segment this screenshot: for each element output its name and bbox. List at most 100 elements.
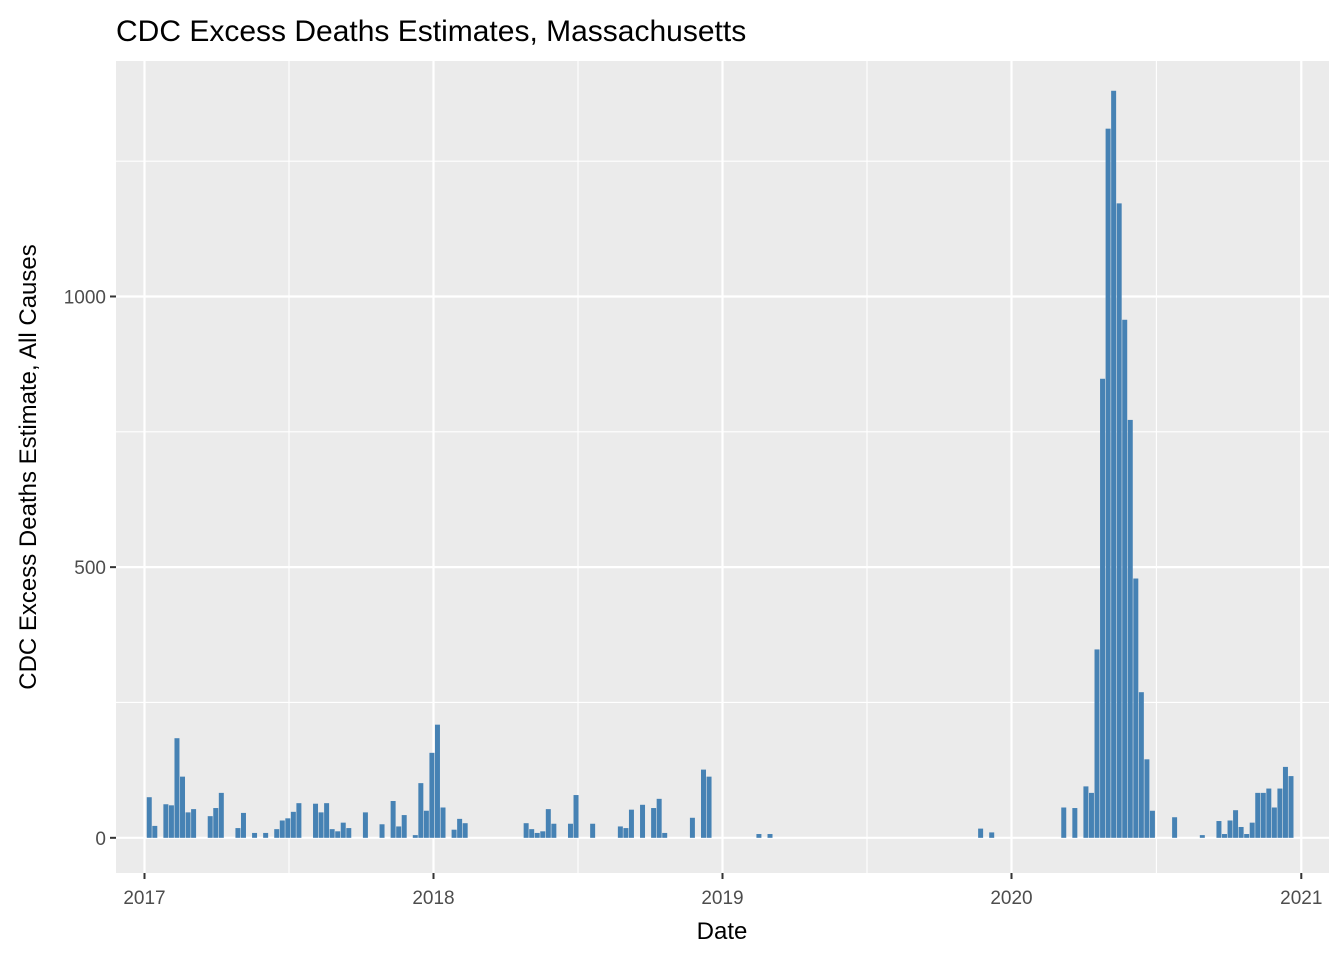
- bar: [1260, 792, 1266, 838]
- bar: [534, 832, 540, 838]
- bar: [423, 810, 429, 838]
- bar: [240, 812, 246, 838]
- chart-title: CDC Excess Deaths Estimates, Massachuset…: [116, 15, 746, 48]
- y-tick-label: 1000: [64, 287, 106, 308]
- bar: [617, 826, 623, 838]
- bar: [290, 811, 296, 838]
- bar: [440, 807, 446, 838]
- bar: [335, 831, 341, 838]
- bar: [218, 792, 224, 838]
- bar: [662, 832, 668, 838]
- bar: [656, 798, 662, 838]
- bar: [235, 828, 241, 838]
- bar: [590, 823, 596, 838]
- bar: [1111, 90, 1117, 838]
- bar: [1072, 808, 1078, 838]
- bar: [168, 805, 174, 838]
- bar: [379, 824, 385, 838]
- x-tick-label: 2019: [701, 888, 743, 909]
- bar: [706, 776, 712, 838]
- y-axis: 0 500 1000: [64, 287, 116, 850]
- bar: [1238, 826, 1244, 838]
- bar: [1277, 788, 1283, 838]
- bar: [412, 835, 418, 838]
- x-axis: 2017 2018 2019 2020 2021: [123, 873, 1322, 909]
- bar: [1116, 203, 1122, 838]
- bars: [146, 90, 1294, 838]
- x-tick-label: 2017: [123, 888, 165, 909]
- bar: [462, 823, 468, 838]
- bar: [191, 809, 197, 838]
- bar: [551, 823, 557, 838]
- x-tick-label: 2021: [1280, 888, 1322, 909]
- bar: [567, 823, 573, 838]
- bar: [540, 831, 546, 838]
- bar: [174, 738, 180, 838]
- bar: [285, 818, 291, 838]
- bar: [1249, 822, 1255, 838]
- bar: [274, 829, 280, 838]
- bar: [1138, 692, 1144, 838]
- bar: [640, 804, 646, 838]
- y-axis-title: CDC Excess Deaths Estimate, All Causes: [15, 244, 42, 690]
- bar: [146, 797, 152, 838]
- bar: [756, 834, 762, 838]
- bar: [628, 809, 634, 838]
- bar: [573, 795, 579, 838]
- bar: [329, 829, 335, 838]
- bar: [1288, 776, 1294, 838]
- bar: [434, 724, 440, 838]
- bar: [362, 812, 368, 838]
- bar: [1100, 378, 1106, 838]
- bar: [1127, 419, 1133, 838]
- bar: [185, 812, 191, 838]
- bar: [340, 822, 346, 838]
- bar: [623, 828, 629, 838]
- bar: [689, 817, 695, 838]
- bar: [523, 823, 529, 838]
- bar: [451, 829, 457, 838]
- bar: [252, 832, 258, 838]
- bar: [545, 809, 551, 838]
- bar: [1061, 807, 1067, 838]
- bar: [767, 834, 773, 838]
- bar: [163, 804, 169, 838]
- bar: [418, 783, 424, 838]
- bar: [180, 776, 186, 838]
- x-axis-title: Date: [697, 918, 748, 945]
- bar: [1172, 817, 1178, 838]
- bar: [429, 752, 435, 838]
- y-tick-label: 500: [74, 558, 106, 579]
- bar: [701, 769, 706, 838]
- bar: [1199, 835, 1205, 838]
- bar: [1216, 821, 1222, 838]
- bar: [313, 803, 319, 838]
- bar: [1233, 810, 1239, 838]
- bar: [390, 801, 396, 838]
- bar: [1244, 834, 1250, 838]
- bar: [1282, 766, 1288, 838]
- bar: [1088, 792, 1094, 838]
- bar: [978, 828, 984, 838]
- bar: [1149, 810, 1155, 838]
- bar: [401, 815, 407, 838]
- bar: [152, 825, 158, 838]
- bar: [1255, 792, 1261, 838]
- bar: [1271, 807, 1277, 838]
- bar: [1122, 319, 1128, 838]
- bar: [1266, 788, 1272, 838]
- y-tick-label: 0: [95, 829, 106, 850]
- x-tick-label: 2018: [412, 888, 454, 909]
- bar: [457, 818, 463, 838]
- bar: [1144, 759, 1150, 838]
- major-gridlines: [116, 61, 1329, 873]
- bar: [396, 826, 402, 838]
- bar: [296, 803, 302, 838]
- bar: [279, 820, 285, 838]
- bar: [263, 832, 269, 838]
- bar: [651, 808, 657, 838]
- bar: [1094, 649, 1100, 838]
- bar: [1227, 820, 1233, 838]
- bar: [324, 803, 330, 838]
